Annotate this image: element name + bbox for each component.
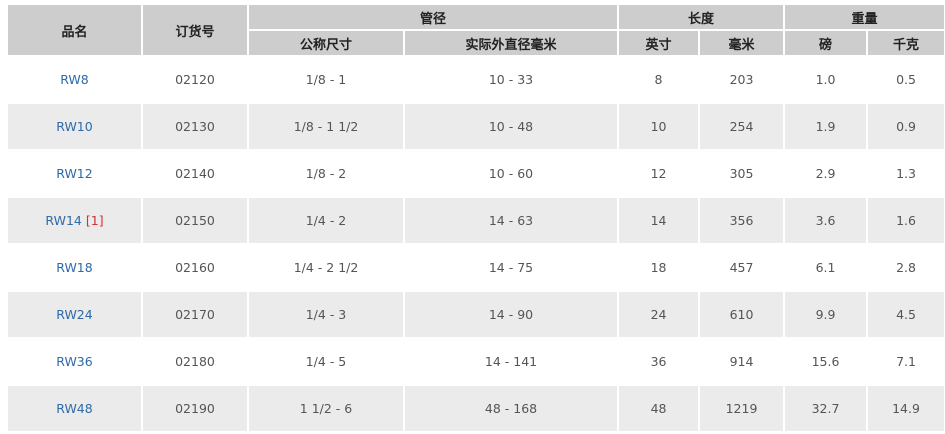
cell-lb: 6.1 [783, 243, 869, 292]
header-lb: 磅 [783, 29, 869, 57]
cell-nominal: 1 1/2 - 6 [247, 384, 405, 433]
cell-name: RW36 [6, 337, 143, 386]
cell-od: 14 - 63 [402, 196, 620, 245]
cell-name: RW8 [6, 55, 143, 104]
cell-nominal: 1/8 - 1 [247, 55, 405, 104]
cell-kg: 4.5 [866, 290, 945, 339]
cell-order: 02130 [141, 102, 249, 151]
cell-lb: 3.6 [783, 196, 869, 245]
cell-in: 36 [617, 337, 701, 386]
cell-lb: 1.0 [783, 55, 869, 104]
cell-mm: 1219 [698, 384, 786, 433]
cell-mm: 305 [698, 149, 786, 198]
table-row: RW12 02140 1/8 - 2 10 - 60 12 305 2.9 1.3 [6, 149, 945, 198]
cell-name: RW48 [6, 384, 143, 433]
table-row: RW36 02180 1/4 - 5 14 - 141 36 914 15.6 7.1 [6, 337, 945, 386]
cell-od: 14 - 90 [402, 290, 620, 339]
header-order: 订货号 [141, 3, 249, 57]
cell-kg: 14.9 [866, 384, 945, 433]
cell-lb: 32.7 [783, 384, 869, 433]
cell-mm: 356 [698, 196, 786, 245]
table-row: RW18 02160 1/4 - 2 1/2 14 - 75 18 457 6.1 2.8 [6, 243, 945, 292]
product-link[interactable]: RW18 [56, 260, 93, 275]
cell-lb: 1.9 [783, 102, 869, 151]
cell-in: 14 [617, 196, 701, 245]
product-link[interactable]: RW8 [60, 72, 89, 87]
header-nominal: 公称尺寸 [247, 29, 405, 57]
cell-od: 10 - 33 [402, 55, 620, 104]
header-od-mm: 实际外直径毫米 [402, 29, 620, 57]
cell-order: 02120 [141, 55, 249, 104]
table-row: RW24 02170 1/4 - 3 14 - 90 24 610 9.9 4.5 [6, 290, 945, 339]
cell-kg: 0.5 [866, 55, 945, 104]
product-link[interactable]: RW48 [56, 401, 93, 416]
cell-lb: 15.6 [783, 337, 869, 386]
cell-in: 24 [617, 290, 701, 339]
cell-kg: 2.8 [866, 243, 945, 292]
cell-name: RW14 [1] [6, 196, 143, 245]
cell-lb: 2.9 [783, 149, 869, 198]
header-pipe: 管径 [246, 3, 620, 31]
product-link[interactable]: RW14 [45, 213, 82, 228]
cell-order: 02150 [141, 196, 249, 245]
cell-mm: 457 [698, 243, 786, 292]
cell-kg: 7.1 [866, 337, 945, 386]
product-link[interactable]: RW24 [56, 307, 93, 322]
header-kg: 千克 [866, 29, 945, 57]
footnote-link[interactable]: [1] [85, 213, 104, 228]
cell-in: 10 [617, 102, 701, 151]
cell-name: RW24 [6, 290, 143, 339]
header-in: 英寸 [617, 29, 701, 57]
cell-kg: 1.3 [866, 149, 945, 198]
cell-order: 02180 [141, 337, 249, 386]
table-row: RW10 02130 1/8 - 1 1/2 10 - 48 10 254 1.9 0.9 [6, 102, 945, 151]
cell-order: 02170 [141, 290, 249, 339]
cell-name: RW10 [6, 102, 143, 151]
cell-od: 48 - 168 [402, 384, 620, 433]
cell-name: RW12 [6, 149, 143, 198]
cell-mm: 914 [698, 337, 786, 386]
cell-nominal: 1/8 - 1 1/2 [247, 102, 405, 151]
cell-in: 8 [617, 55, 701, 104]
header-mm: 毫米 [698, 29, 786, 57]
cell-nominal: 1/4 - 2 1/2 [247, 243, 405, 292]
cell-name: RW18 [6, 243, 143, 292]
cell-mm: 254 [698, 102, 786, 151]
cell-od: 10 - 48 [402, 102, 620, 151]
table-row: RW8 02120 1/8 - 1 10 - 33 8 203 1.0 0.5 [6, 55, 945, 104]
cell-mm: 610 [698, 290, 786, 339]
cell-order: 02160 [141, 243, 249, 292]
cell-nominal: 1/4 - 5 [247, 337, 405, 386]
cell-in: 18 [617, 243, 701, 292]
cell-kg: 1.6 [866, 196, 945, 245]
cell-nominal: 1/4 - 3 [247, 290, 405, 339]
cell-mm: 203 [698, 55, 786, 104]
product-link[interactable]: RW12 [56, 166, 93, 181]
header-length: 长度 [617, 3, 786, 31]
cell-order: 02140 [141, 149, 249, 198]
header-weight: 重量 [783, 3, 945, 31]
cell-in: 12 [617, 149, 701, 198]
product-link[interactable]: RW36 [56, 354, 93, 369]
cell-nominal: 1/8 - 2 [247, 149, 405, 198]
cell-order: 02190 [141, 384, 249, 433]
product-link[interactable]: RW10 [56, 119, 93, 134]
header-name: 品名 [6, 3, 143, 57]
cell-kg: 0.9 [866, 102, 945, 151]
cell-od: 14 - 75 [402, 243, 620, 292]
cell-od: 14 - 141 [402, 337, 620, 386]
cell-in: 48 [617, 384, 701, 433]
table-row: RW48 02190 1 1/2 - 6 48 - 168 48 1219 32.7 14.9 [6, 384, 945, 433]
cell-nominal: 1/4 - 2 [247, 196, 405, 245]
cell-od: 10 - 60 [402, 149, 620, 198]
table-row: RW14 [1] 02150 1/4 - 2 14 - 63 14 356 3.6 1.6 [6, 196, 945, 245]
cell-lb: 9.9 [783, 290, 869, 339]
product-spec-table: 品名 订货号 管径 长度 重量 公称尺寸 实际外直径毫米 英寸 毫米 磅 千克 … [6, 3, 945, 433]
